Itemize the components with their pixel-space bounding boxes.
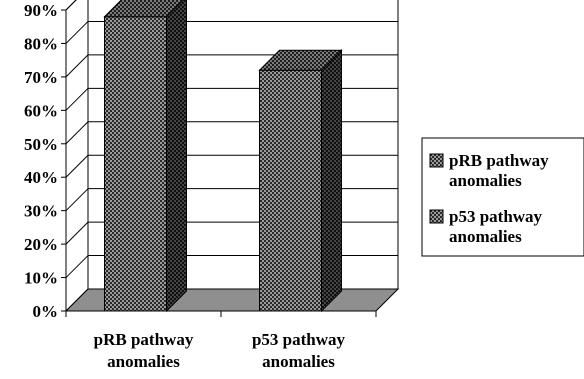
y-tick-label: 10% (24, 269, 58, 288)
y-tick-label: 90% (24, 1, 58, 20)
legend-label: anomalies (449, 171, 522, 190)
legend-label: anomalies (449, 227, 522, 246)
legend-swatch (429, 153, 444, 168)
gridline-side (65, 188, 89, 212)
bar-side (321, 48, 342, 313)
y-tick-label: 20% (24, 235, 58, 254)
gridline-side (65, 154, 89, 178)
y-tick-label: 50% (24, 135, 58, 154)
bar-front (104, 16, 167, 312)
x-tick-label: p53 pathway (252, 330, 346, 349)
x-tick-label: anomalies (262, 352, 335, 371)
y-tick-label: 30% (24, 202, 58, 221)
bar-side (166, 0, 187, 313)
axis-labels-group: 0% 10% 20% 30% 40% 50% 60% 70% 80% 90% pRB pathway… (24, 1, 346, 371)
y-tick-label: 70% (24, 68, 58, 87)
y-tick-label: 40% (24, 168, 58, 187)
gridline-side (65, 121, 89, 145)
gridline-side (65, 221, 89, 245)
gridline-side (65, 54, 89, 78)
gridline-side (65, 255, 89, 278)
gridline-side (65, 87, 89, 111)
legend-label: p53 pathway (449, 207, 543, 226)
bar-front (259, 69, 322, 312)
x-tick-label: pRB pathway (94, 330, 194, 349)
gridline-side (65, 21, 89, 44)
side-wall (65, 0, 89, 313)
bar-top (103, 0, 184, 18)
legend-swatch (429, 209, 444, 224)
y-tick-label: 0% (33, 302, 59, 321)
bars-group (103, 0, 343, 313)
legend-box (421, 137, 584, 257)
legend-label: pRB pathway (449, 151, 549, 170)
gridline-side (65, 0, 77, 11)
bar-top (258, 49, 343, 71)
y-tick-label: 60% (24, 101, 58, 120)
x-tick-label: anomalies (107, 352, 180, 371)
y-tick-label: 80% (24, 34, 58, 53)
